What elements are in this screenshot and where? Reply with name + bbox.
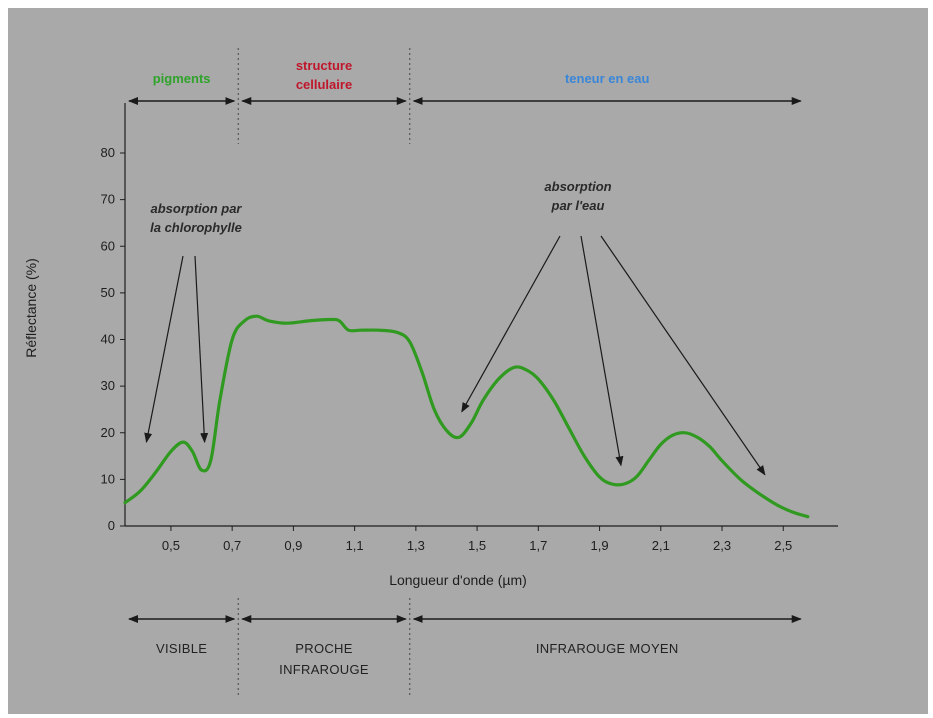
x-tick-label-6: 1,7 [529,538,547,553]
x-ticks: 0,5 0,7 0,9 1,1 1,3 1,5 1,7 1,9 2,1 2,3 2,5 [162,526,792,553]
y-tick-label-6: 60 [101,238,115,253]
y-tick-label-4: 40 [101,332,115,347]
bottom-region-label-1-0: PROCHE [295,641,352,656]
y-tick-label-5: 50 [101,285,115,300]
axes [124,103,838,527]
reflectance-chart: pigments structure cellulaire teneur en eau… [23,48,838,698]
bottom-region-label-2-0: INFRAROUGE MOYEN [536,641,679,656]
top-region-label-2-0: teneur en eau [565,71,650,86]
x-tick-label-1: 0,7 [223,538,241,553]
annotation-1-line-0: absorption [544,179,611,194]
annotation-0-line-1: la chlorophylle [150,220,242,235]
annotation-0-arrow-0 [144,255,184,444]
annotation-0-arrow-1 [194,255,209,444]
annotation-1-arrow-0 [461,235,561,413]
annotation-1-line-1: par l'eau [551,198,605,213]
x-tick-label-7: 1,9 [591,538,609,553]
y-tick-label-2: 20 [101,425,115,440]
y-axis-label: Réflectance (%) [23,258,39,358]
bottom-regions: VISIBLE PROCHE INFRAROUGE INFRAROUGE MOYEN [128,615,802,677]
annotation-0-line-0: absorption par [150,201,242,216]
annotation-1-arrow-1 [580,235,624,467]
y-tick-label-0: 0 [108,518,115,533]
x-tick-label-4: 1,3 [407,538,425,553]
top-region-label-0-0: pigments [153,71,211,86]
bottom-region-label-1-1: INFRAROUGE [279,662,369,677]
annotations: absorption par la chlorophylle absorption p… [144,179,766,476]
y-ticks: 0 10 20 30 40 50 60 70 80 [101,145,125,533]
annotation-1-arrow-2 [600,235,766,476]
y-tick-label-8: 80 [101,145,115,160]
y-tick-label-3: 30 [101,378,115,393]
top-regions: pigments structure cellulaire teneur en eau [128,58,802,105]
reflectance-series-line-0 [123,314,810,519]
x-axis-label: Longueur d'onde (µm) [389,572,527,588]
x-tick-label-3: 1,1 [346,538,364,553]
top-region-label-1-1: cellulaire [296,77,352,92]
x-tick-label-8: 2,1 [652,538,670,553]
bottom-region-label-0-0: VISIBLE [156,641,207,656]
y-tick-label-1: 10 [101,471,115,486]
x-tick-label-2: 0,9 [284,538,302,553]
x-tick-label-0: 0,5 [162,538,180,553]
x-tick-label-10: 2,5 [774,538,792,553]
y-tick-label-7: 70 [101,192,115,207]
x-tick-label-9: 2,3 [713,538,731,553]
x-tick-label-5: 1,5 [468,538,486,553]
series [123,314,810,519]
region-dividers [237,48,411,698]
chart-panel: pigments structure cellulaire teneur en eau… [8,8,928,714]
top-region-label-1-0: structure [296,58,352,73]
